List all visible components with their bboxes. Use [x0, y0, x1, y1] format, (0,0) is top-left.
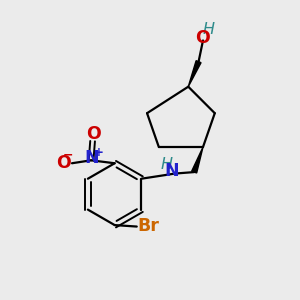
Text: N: N [165, 162, 179, 180]
Text: +: + [94, 146, 103, 159]
Text: H: H [202, 22, 214, 37]
Text: O: O [56, 154, 71, 172]
Polygon shape [188, 61, 201, 87]
Text: O: O [196, 29, 210, 47]
Text: −: − [62, 148, 73, 161]
Text: O: O [86, 125, 101, 143]
Text: H: H [161, 157, 173, 172]
Text: Br: Br [137, 217, 159, 235]
Polygon shape [192, 147, 203, 173]
Text: N: N [84, 149, 99, 167]
